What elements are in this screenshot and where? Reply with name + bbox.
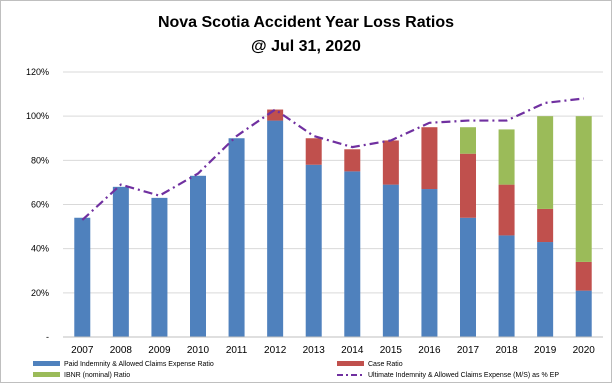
legend-label: Ultimate Indemnity & Allowed Claims Expe… [368,372,559,379]
bar-segment-series-1: Case Ratio 2016 [421,127,438,190]
chart-title-line2: @ Jul 31, 2020 [251,38,361,55]
bar-segment-series-0: Paid Indemnity & Allowed Claims Expense … [267,120,284,337]
legend-label: Case Ratio [368,361,403,368]
bar-segment-series-0: Paid Indemnity & Allowed Claims Expense … [190,175,206,337]
bar-segment-series-2: IBNR (nominal) Ratio 2020 [575,116,592,262]
bar-segment-series-2: IBNR (nominal) Ratio 2017 [460,127,476,154]
legend-swatch [33,372,60,377]
legend: Paid Indemnity & Allowed Claims Expense … [33,361,559,379]
x-tick-label: 2013 [303,345,326,356]
legend-label: IBNR (nominal) Ratio [64,372,130,379]
bar-segment-series-0: Paid Indemnity & Allowed Claims Expense … [460,217,476,337]
bar-segment-series-2: IBNR (nominal) Ratio 2019 [537,116,554,209]
ultimate-line [81,97,584,221]
bar-segment-series-0: Paid Indemnity & Allowed Claims Expense … [575,290,592,337]
x-tick-label: 2015 [380,345,403,356]
x-tick-label: 2020 [573,345,596,356]
bar-segment-series-1: Case Ratio 2018 [498,184,515,236]
x-tick-label: 2008 [110,345,133,356]
x-tick-label: 2017 [457,345,480,356]
bar-segment-series-0: Paid Indemnity & Allowed Claims Expense … [151,197,168,337]
x-tick-label: 2012 [264,345,287,356]
y-tick-label: 80% [31,155,49,165]
bar-segment-series-1: Case Ratio 2012 [267,109,284,121]
bar-segment-series-2: IBNR (nominal) Ratio 2018 [498,129,515,185]
bar-segment-series-0: Paid Indemnity & Allowed Claims Expense … [305,164,322,337]
bar-segment-series-1: Case Ratio 2015 [382,140,399,185]
bar-segment-series-1: Case Ratio 2019 [537,208,554,243]
chart-title-line1: Nova Scotia Accident Year Loss Ratios [158,14,454,31]
bar-segment-series-1: Case Ratio 2020 [575,261,592,291]
axes: - 20% 40% 60% 80% 100% 120% 2007 2008 2009 2010 201… [26,67,603,356]
ultimate-line-path [81,97,584,221]
x-tick-label: 2009 [148,345,171,356]
y-tick-label: 100% [26,111,49,121]
x-tick-label: 2018 [495,345,518,356]
gridlines [63,71,603,294]
bar-segment-series-0: Paid Indemnity & Allowed Claims Expense … [498,235,515,337]
bar-segment-series-1: Case Ratio 2013 [305,138,322,165]
bar-segment-series-0: Paid Indemnity & Allowed Claims Expense … [112,186,129,337]
legend-swatch [33,361,60,366]
bar-segment-series-0: Paid Indemnity & Allowed Claims Expense … [74,217,91,337]
bar-segment-series-0: Paid Indemnity & Allowed Claims Expense … [228,138,245,337]
bar-segment-series-0: Paid Indemnity & Allowed Claims Expense … [344,171,361,337]
x-tick-label: 2016 [418,345,441,356]
bar-segment-series-0: Paid Indemnity & Allowed Claims Expense … [421,189,438,337]
bar-segment-series-0: Paid Indemnity & Allowed Claims Expense … [537,242,554,337]
y-tick-label: 60% [31,200,49,210]
legend-label: Paid Indemnity & Allowed Claims Expense … [64,361,214,368]
x-tick-label: 2019 [534,345,557,356]
legend-swatch [337,361,364,366]
y-tick-label: 40% [31,244,49,254]
y-tick-label: 120% [26,67,49,77]
x-tick-label: 2011 [226,345,248,356]
bar-segment-series-1: Case Ratio 2017 [460,153,476,218]
bar-segment-series-1: Case Ratio 2014 [344,149,361,172]
x-tick-label: 2010 [187,345,210,356]
bars: Paid Indemnity & Allowed Claims Expense … [74,109,592,337]
y-tick-label: - [46,332,49,342]
bar-segment-series-0: Paid Indemnity & Allowed Claims Expense … [382,184,399,337]
y-tick-label: 20% [31,288,49,298]
x-tick-label: 2014 [341,345,364,356]
x-tick-label: 2007 [71,345,94,356]
